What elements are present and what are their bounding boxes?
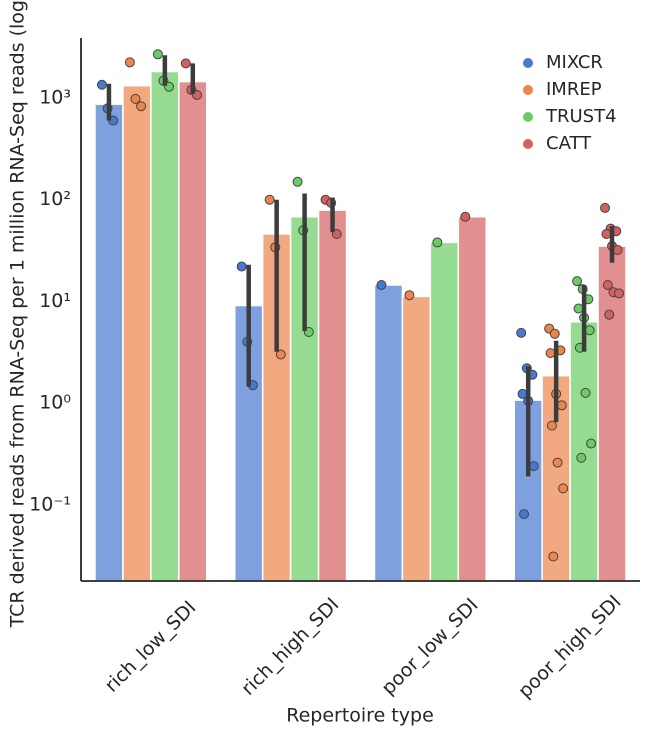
data-point <box>236 261 247 272</box>
data-point <box>546 420 557 431</box>
data-point <box>124 57 135 68</box>
y-tick-label: 10¹ <box>39 290 71 312</box>
legend-marker <box>523 112 533 122</box>
data-point <box>292 176 303 187</box>
data-point <box>549 328 560 339</box>
data-point <box>516 327 527 338</box>
data-point <box>548 551 559 562</box>
x-tick-label: poor_high_SDI <box>514 591 626 703</box>
data-point <box>96 79 107 90</box>
legend-label: MIXCR <box>546 52 603 73</box>
y-tick-label: 10⁰ <box>39 392 71 414</box>
data-point <box>519 509 529 520</box>
x-tick-label: rich_high_SDI <box>237 594 343 700</box>
data-point <box>376 279 387 290</box>
data-point <box>601 228 612 239</box>
data-point <box>552 457 563 468</box>
bar <box>429 241 460 582</box>
data-point <box>614 288 625 299</box>
data-point <box>460 211 471 222</box>
bar <box>373 284 404 582</box>
x-tick-label: rich_low_SDI <box>101 597 201 697</box>
data-point <box>528 461 539 472</box>
data-point <box>152 49 163 60</box>
data-point <box>404 290 415 301</box>
bar <box>569 321 599 582</box>
y-tick-label: 10⁻¹ <box>29 493 71 515</box>
bar <box>178 80 208 582</box>
legend-marker <box>523 139 533 149</box>
legend-marker <box>523 58 533 68</box>
bar <box>317 209 348 582</box>
data-point <box>556 400 567 411</box>
data-point <box>612 245 623 256</box>
y-tick-label: 10³ <box>39 86 71 108</box>
bar <box>150 70 180 582</box>
data-point <box>275 349 286 360</box>
data-point <box>586 438 597 449</box>
data-point <box>604 309 615 320</box>
data-point <box>572 276 583 287</box>
bar <box>122 84 152 582</box>
bar <box>401 295 432 582</box>
data-point <box>602 279 613 290</box>
legend-marker <box>523 85 533 95</box>
legend-label: TRUST4 <box>545 106 617 127</box>
bar <box>597 245 627 582</box>
data-point <box>580 387 591 398</box>
y-axis-label: TCR derived reads from RNA-Seq per 1 mil… <box>7 0 29 628</box>
data-point <box>136 101 147 112</box>
data-point <box>584 325 595 336</box>
y-tick-label: 10² <box>39 188 71 210</box>
x-tick-label: poor_low_SDI <box>377 594 482 699</box>
data-point <box>180 58 191 69</box>
data-point <box>558 483 569 494</box>
x-axis-label: Repertoire type <box>286 705 434 727</box>
data-point <box>545 348 556 359</box>
data-point <box>573 303 584 314</box>
data-point <box>264 194 275 205</box>
legend-label: CATT <box>546 133 592 154</box>
bar <box>94 103 124 582</box>
data-point <box>130 93 141 104</box>
data-point <box>576 452 587 463</box>
data-point <box>600 202 611 213</box>
legend-label: IMREP <box>546 79 602 100</box>
bar <box>457 215 488 582</box>
data-point <box>432 237 443 248</box>
